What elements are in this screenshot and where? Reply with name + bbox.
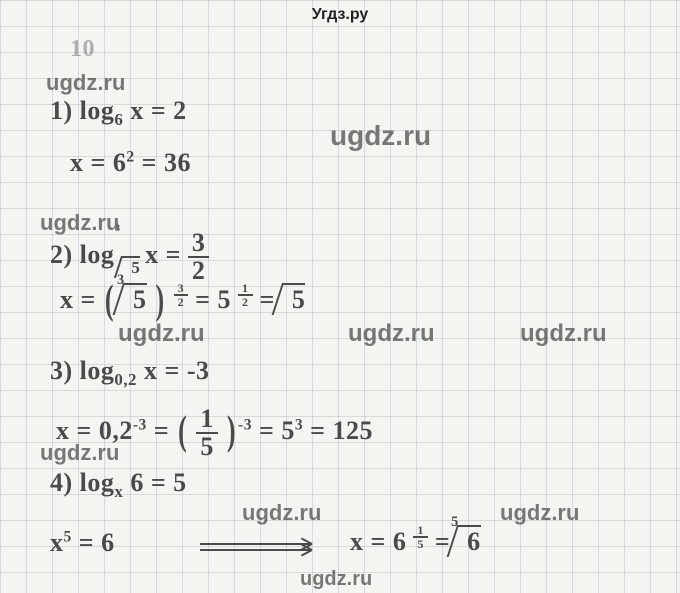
fraction: 1 5 bbox=[196, 406, 218, 460]
exp: 5 bbox=[64, 528, 72, 545]
text: x bbox=[50, 528, 64, 557]
fraction-exp: 3 2 bbox=[174, 282, 189, 308]
text: x = bbox=[145, 240, 188, 269]
denom: 2 bbox=[174, 296, 189, 308]
watermark: ugdz.ru bbox=[46, 70, 125, 96]
text: = 125 bbox=[310, 416, 373, 445]
line-1a: 1) log6 x = 2 bbox=[50, 96, 187, 130]
implies-arrow bbox=[200, 549, 310, 551]
radical: 5 bbox=[123, 283, 147, 315]
radicand: 5 bbox=[131, 258, 140, 277]
radical: 6 bbox=[457, 525, 481, 557]
paren-close: ) bbox=[154, 276, 167, 324]
numer: 3 bbox=[188, 230, 210, 258]
fraction-exp: 1 5 bbox=[413, 524, 428, 550]
line-2a: 2) log 3 5 x = 3 2 bbox=[50, 230, 209, 284]
root-index: 3 bbox=[115, 224, 120, 234]
denom: 5 bbox=[413, 538, 428, 550]
log-base: 6 bbox=[114, 110, 123, 129]
line-2b: x = ( 3 5 ) 3 2 = 5 1 2 = 5 bbox=[60, 282, 305, 315]
fraction: 3 2 bbox=[188, 230, 210, 284]
numer: 3 bbox=[174, 282, 189, 296]
radicand: 6 bbox=[467, 527, 481, 556]
text: x = 6 bbox=[350, 527, 406, 556]
radical: 5 bbox=[282, 283, 306, 315]
watermark: ugdz.ru bbox=[348, 320, 435, 348]
watermark: ugdz.ru bbox=[500, 500, 579, 526]
implies-arrow bbox=[200, 543, 310, 545]
paren-close: ) bbox=[225, 407, 238, 455]
line-4a: 4) logx 6 = 5 bbox=[50, 468, 187, 502]
header-text: Угдз.ру bbox=[312, 6, 369, 23]
denom: 2 bbox=[238, 296, 253, 308]
denom: 2 bbox=[188, 258, 210, 284]
text: 6 = 5 bbox=[123, 468, 186, 497]
numer: 1 bbox=[238, 282, 253, 296]
watermark: ugdz.ru bbox=[520, 320, 607, 348]
radicand: 5 bbox=[292, 285, 306, 314]
line-4b-left: x5 = 6 bbox=[50, 528, 115, 558]
text: x = bbox=[60, 285, 103, 314]
line-4b-right: x = 6 1 5 = 5 6 bbox=[350, 524, 481, 557]
text: 2) log bbox=[50, 240, 114, 269]
denom: 5 bbox=[196, 434, 218, 460]
text: = 36 bbox=[135, 148, 191, 177]
text: = 5 bbox=[195, 285, 231, 314]
line-1b: x = 62 = 36 bbox=[70, 148, 191, 178]
log-base: x bbox=[114, 482, 123, 501]
fraction-exp: 1 2 bbox=[238, 282, 253, 308]
exp: 2 bbox=[126, 148, 134, 165]
watermark: ugdz.ru bbox=[330, 120, 431, 152]
exp: 3 bbox=[295, 416, 303, 433]
text: 3) log bbox=[50, 356, 114, 385]
text: x = -3 bbox=[137, 356, 209, 385]
paren-open: ( bbox=[103, 276, 116, 324]
text: 1) log bbox=[50, 96, 114, 125]
text: x = 6 bbox=[70, 148, 126, 177]
line-3a: 3) log0,2 x = -3 bbox=[50, 356, 210, 390]
numer: 1 bbox=[413, 524, 428, 538]
exp: -3 bbox=[238, 416, 252, 433]
text: x = 2 bbox=[123, 96, 186, 125]
radicand: 5 bbox=[133, 285, 147, 314]
exp: -3 bbox=[133, 416, 147, 433]
text: = bbox=[154, 416, 176, 445]
watermark: ugdz.ru bbox=[242, 500, 321, 526]
watermark: ugdz.ru bbox=[300, 568, 372, 591]
paren-open: ( bbox=[176, 407, 189, 455]
text: = 5 bbox=[259, 416, 295, 445]
text: x = 0,2 bbox=[56, 416, 133, 445]
numer: 1 bbox=[196, 406, 218, 434]
line-3b: x = 0,2-3 = ( 1 5 )-3 = 53 = 125 bbox=[56, 406, 373, 460]
text: 4) log bbox=[50, 468, 114, 497]
problem-number: 10 bbox=[70, 36, 95, 63]
text: = 6 bbox=[72, 528, 115, 557]
page-header: Угдз.ру bbox=[0, 6, 680, 24]
watermark: ugdz.ru bbox=[118, 320, 205, 348]
log-base: 0,2 bbox=[114, 370, 137, 389]
